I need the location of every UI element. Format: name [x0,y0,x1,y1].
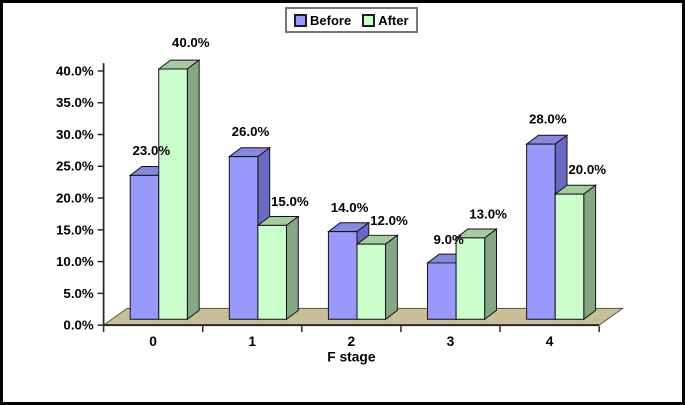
bar-after-3 [455,237,486,320]
bar-before-4 [526,143,556,320]
bar-after-4 [554,193,585,320]
x-axis-category-label: 4 [546,334,554,349]
bar-after-0 [158,68,188,320]
y-axis-tick-label: 0.0% [63,318,93,333]
data-label-after-0: 40.0% [172,35,210,50]
y-axis-tick-label: 10.0% [56,254,94,269]
legend-item-after: After [362,12,409,28]
legend-swatch-before [294,13,307,27]
data-label-before-2: 14.0% [331,200,369,215]
bar-chart: 0.0%5.0%10.0%15.0%20.0%25.0%30.0%35.0%40… [56,35,625,365]
legend-item-before: Before [294,13,351,28]
x-axis-category-label: 2 [348,334,356,349]
bar-before-1 [228,156,259,320]
bar-after-1 [257,224,287,320]
legend: Before After [285,7,418,33]
data-label-after-3: 13.0% [469,207,507,222]
data-label-before-4: 28.0% [529,111,567,126]
x-axis-category-label: 1 [248,334,256,349]
y-axis-tick-label: 35.0% [56,95,94,110]
y-axis-tick-label: 15.0% [56,222,94,237]
y-axis-tick-label: 25.0% [56,159,94,174]
bar-after-0-side [186,59,200,321]
legend-label-before: Before [310,12,352,28]
data-label-after-2: 12.0% [370,213,408,228]
legend-swatch-after [362,13,376,27]
bar-before-3 [427,262,457,320]
y-axis-tick-label: 40.0% [56,63,94,78]
x-axis-title: F stage [327,350,376,365]
data-label-after-4: 20.0% [568,162,606,177]
bar-before-2 [327,231,358,320]
bar-before-0 [129,174,160,320]
y-axis-tick-label: 20.0% [56,190,94,205]
data-label-before-1: 26.0% [232,124,270,139]
y-axis-tick-label: 5.0% [63,286,93,301]
x-axis-category-label: 3 [447,334,455,349]
bar-after-4-side [583,184,597,321]
bar-after-2 [356,243,387,320]
legend-label-after: After [378,12,409,28]
data-label-after-1: 15.0% [271,194,309,209]
data-label-before-0: 23.0% [133,143,171,158]
bar-after-2-side [385,234,398,321]
bar-after-3-side [484,228,497,321]
bar-after-1-side [285,215,299,321]
data-label-before-3: 9.0% [434,232,464,247]
y-axis-tick-label: 30.0% [56,127,94,142]
x-axis-category-label: 0 [149,334,157,349]
